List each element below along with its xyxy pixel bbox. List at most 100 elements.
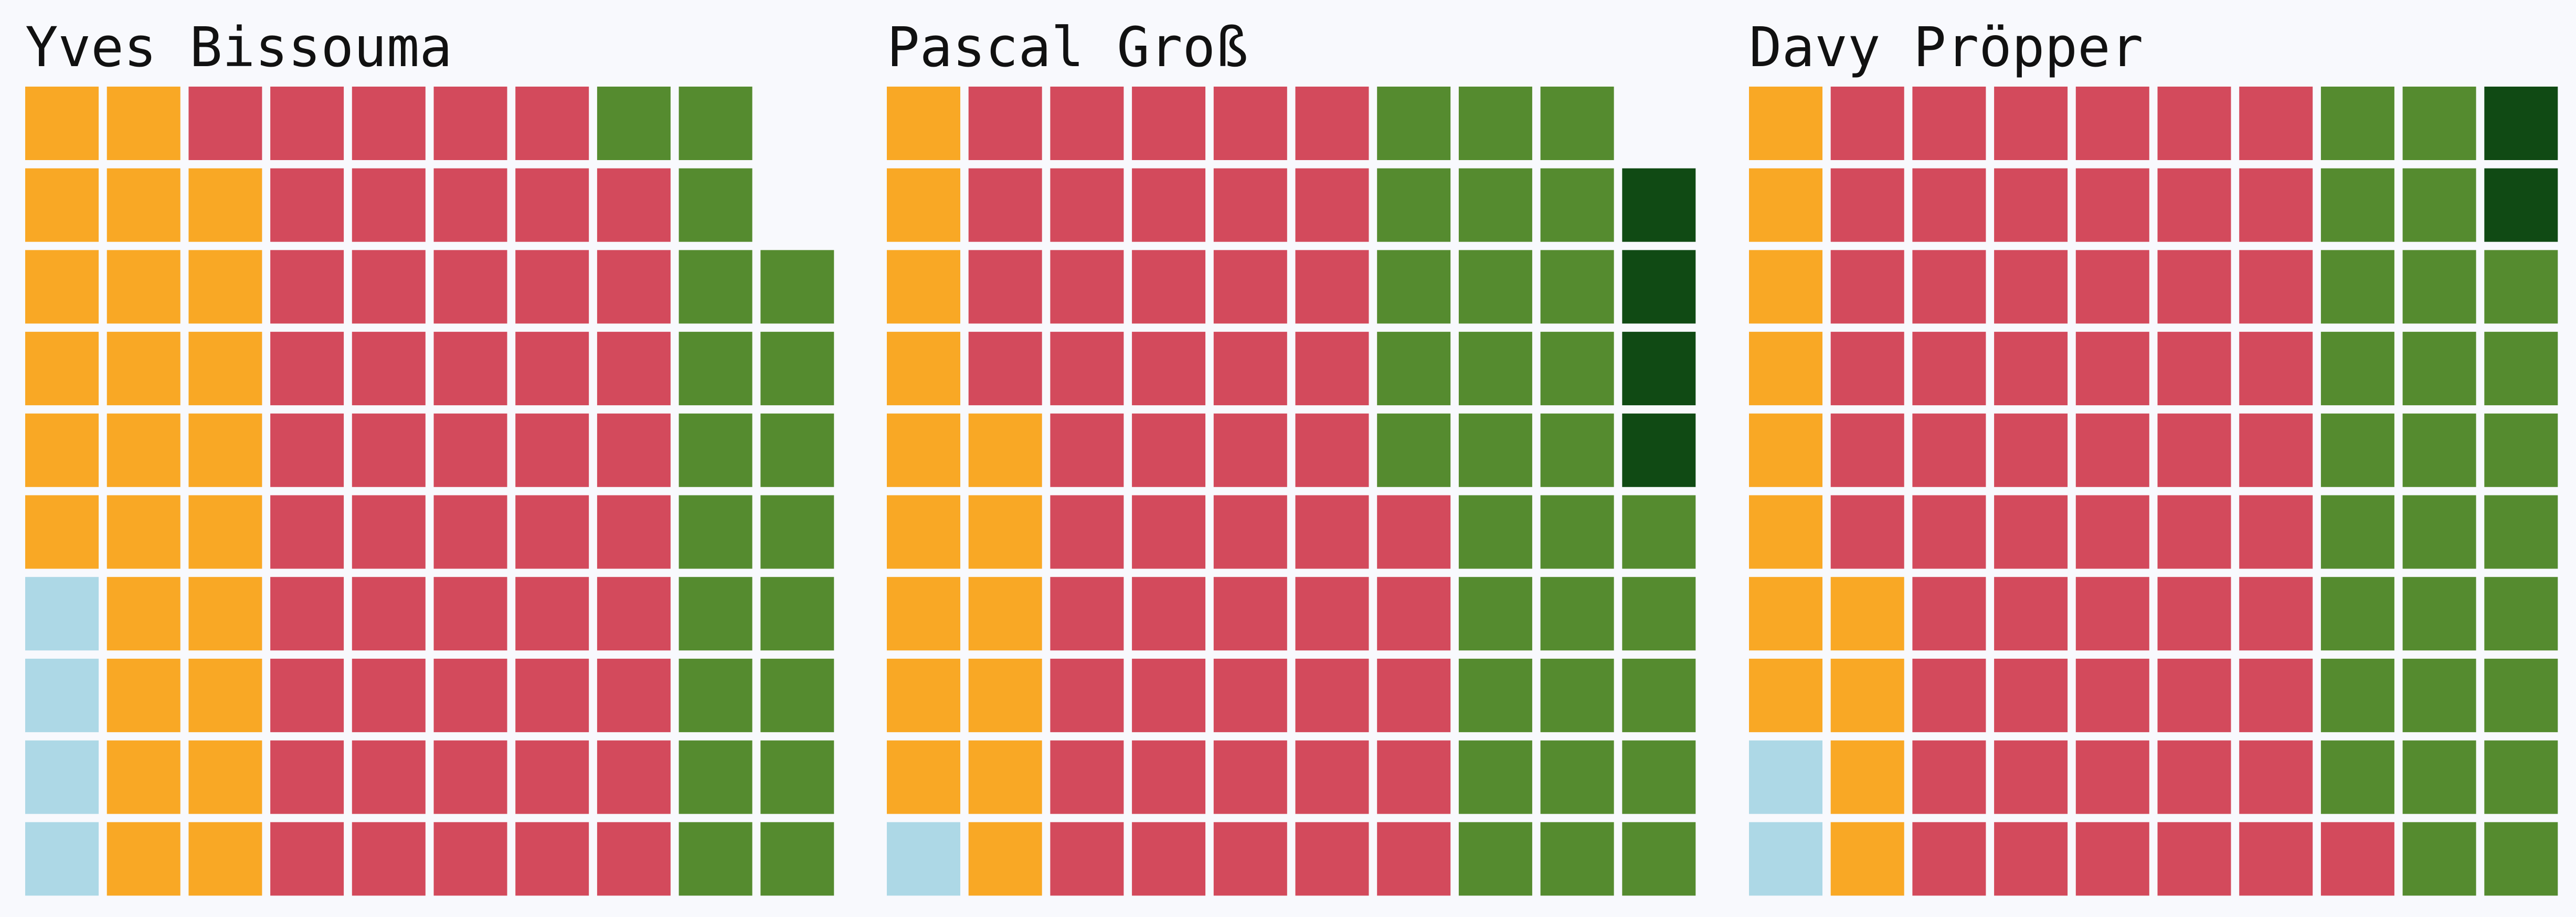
waffle-cell-series-2 (1050, 495, 1124, 569)
waffle-cell-series-2 (597, 413, 671, 487)
waffle-cell-series-2 (1994, 822, 2068, 896)
waffle-cell-series-2 (597, 332, 671, 406)
waffle-grid (887, 87, 1696, 896)
waffle-cell-series-3 (760, 250, 834, 324)
waffle-cell-series-3 (1458, 413, 1532, 487)
waffle-cell-series-1 (25, 87, 99, 160)
waffle-cell-series-3 (2484, 822, 2558, 896)
waffle-cell-series-1 (968, 495, 1042, 569)
waffle-cell-series-2 (597, 658, 671, 732)
waffle-cell-series-3 (760, 332, 834, 406)
waffle-cell-series-2 (2075, 495, 2149, 569)
waffle-cell-series-2 (597, 577, 671, 651)
waffle-cell-series-2 (1132, 577, 1206, 651)
waffle-cell-series-1 (107, 250, 181, 324)
waffle-cell-series-2 (2157, 332, 2231, 406)
waffle-cell-series-3 (1622, 577, 1696, 651)
waffle-cell-series-3 (1377, 87, 1451, 160)
waffle-cell-series-2 (1295, 822, 1369, 896)
waffle-cell-series-1 (107, 87, 181, 160)
waffle-cell-series-2 (968, 168, 1042, 242)
waffle-cell-series-2 (433, 413, 507, 487)
waffle-cell-series-3 (2484, 658, 2558, 732)
waffle-cell-series-0 (25, 577, 99, 651)
waffle-cell-series-2 (515, 168, 589, 242)
waffle-cell-series-1 (107, 740, 181, 814)
waffle-cell-series-2 (968, 250, 1042, 324)
waffle-cell-series-3 (2402, 332, 2476, 406)
waffle-cell-series-2 (2239, 658, 2313, 732)
waffle-cell-series-1 (188, 740, 262, 814)
waffle-cell-series-1 (25, 250, 99, 324)
waffle-cell-series-2 (1912, 495, 1986, 569)
waffle-cell-series-1 (107, 822, 181, 896)
waffle-cell-series-3 (1540, 332, 1614, 406)
waffle-cell-series-2 (1050, 822, 1124, 896)
waffle-cell-series-2 (352, 332, 426, 406)
waffle-cell-series-1 (1830, 740, 1904, 814)
panel-title: Yves Bissouma (25, 15, 452, 79)
waffle-cell-series-3 (760, 495, 834, 569)
waffle-cell-series-3 (1458, 740, 1532, 814)
waffle-cell-series-2 (2239, 332, 2313, 406)
waffle-cell-series-3 (2484, 740, 2558, 814)
waffle-cell-series-1 (1749, 168, 1822, 242)
waffle-cell-series-1 (188, 413, 262, 487)
waffle-cell-series-2 (2157, 822, 2231, 896)
waffle-cell-series-0 (887, 822, 960, 896)
waffle-cell-series-2 (2320, 822, 2394, 896)
waffle-cell-series-2 (1912, 87, 1986, 160)
waffle-cell-series-2 (1994, 495, 2068, 569)
waffle-cell-series-2 (2157, 413, 2231, 487)
waffle-cell-series-3 (2402, 168, 2476, 242)
waffle-cell-series-1 (887, 87, 960, 160)
waffle-cell-series-0 (1749, 822, 1822, 896)
waffle-cell-series-2 (433, 495, 507, 569)
waffle-cell-series-3 (2320, 658, 2394, 732)
waffle-cell-series-2 (597, 822, 671, 896)
waffle-cell-series-3 (2484, 250, 2558, 324)
waffle-cell-series-3 (1377, 250, 1451, 324)
waffle-cell-series-1 (188, 495, 262, 569)
waffle-cell-series-2 (1295, 495, 1369, 569)
waffle-cell-series-2 (1994, 577, 2068, 651)
waffle-cell-series-3 (1540, 87, 1614, 160)
waffle-cell-series-2 (1213, 168, 1287, 242)
waffle-cell-series-1 (887, 740, 960, 814)
waffle-cell-series-3 (2320, 577, 2394, 651)
waffle-cell-series-2 (597, 495, 671, 569)
waffle-cell-series-2 (270, 250, 344, 324)
waffle-cell-series-2 (1912, 577, 1986, 651)
waffle-cell-series-3 (679, 740, 752, 814)
waffle-cell-series-3 (2484, 577, 2558, 651)
waffle-cell-series-3 (1458, 250, 1532, 324)
waffle-cell-series-1 (107, 658, 181, 732)
waffle-cell-series-2 (2239, 740, 2313, 814)
waffle-cell-series-2 (2239, 577, 2313, 651)
waffle-cell-series-1 (188, 250, 262, 324)
waffle-cell-series-2 (1912, 250, 1986, 324)
waffle-cell-series-2 (2157, 740, 2231, 814)
waffle-cell-series-2 (1050, 250, 1124, 324)
waffle-cell-series-2 (515, 495, 589, 569)
waffle-cell-series-2 (2157, 87, 2231, 160)
waffle-cell-series-2 (1213, 495, 1287, 569)
waffle-cell-series-1 (1749, 332, 1822, 406)
waffle-cell-series-2 (1912, 332, 1986, 406)
waffle-cell-series-2 (1912, 740, 1986, 814)
waffle-cell-series-2 (1994, 250, 2068, 324)
waffle-cell-series-2 (968, 87, 1042, 160)
waffle-cell-series-3 (1540, 413, 1614, 487)
waffle-cell-series-3 (1377, 168, 1451, 242)
waffle-cell-series-3 (1458, 332, 1532, 406)
waffle-cell-series-3 (2402, 250, 2476, 324)
waffle-cell-series-2 (1213, 577, 1287, 651)
waffle-cell-series-2 (433, 87, 507, 160)
waffle-cell-series-4 (1622, 413, 1696, 487)
waffle-cell-series-3 (2320, 250, 2394, 324)
waffle-cell-series-2 (270, 413, 344, 487)
waffle-cell-series-1 (968, 413, 1042, 487)
waffle-cell-series-2 (2157, 658, 2231, 732)
waffle-cell-series-1 (188, 822, 262, 896)
waffle-cell-series-2 (1213, 87, 1287, 160)
